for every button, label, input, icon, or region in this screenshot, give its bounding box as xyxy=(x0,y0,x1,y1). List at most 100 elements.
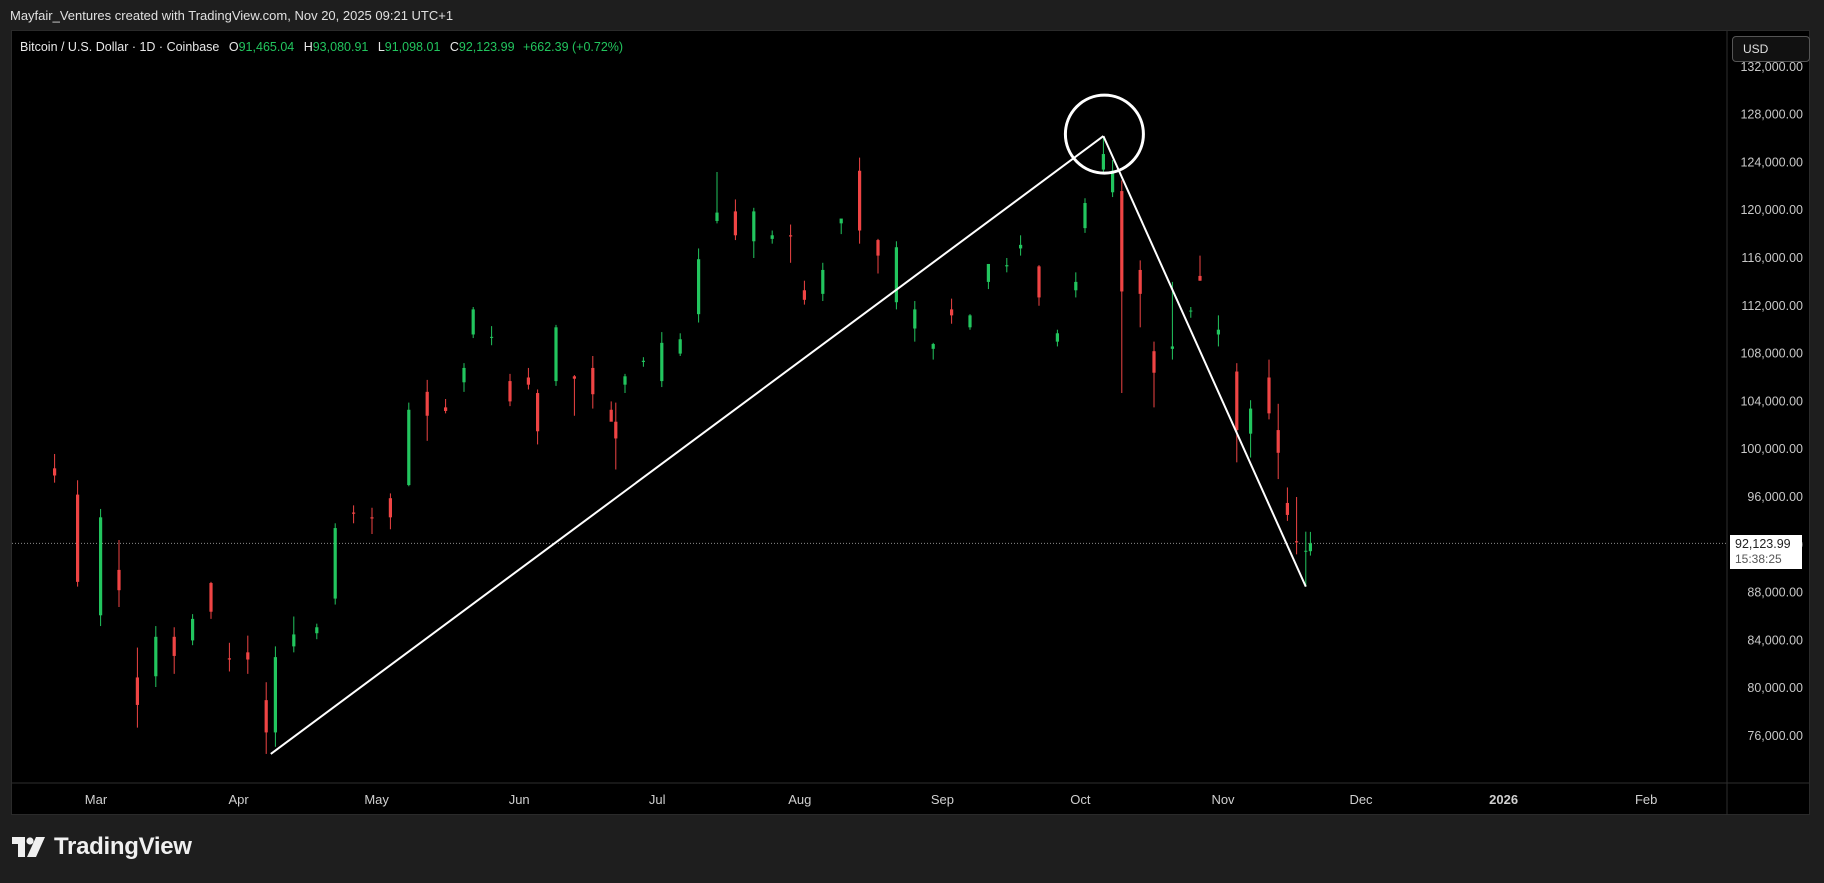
y-tick-label: 84,000.00 xyxy=(1747,633,1803,647)
candle-body xyxy=(876,240,880,256)
candle xyxy=(876,238,880,274)
y-tick-label: 112,000.00 xyxy=(1741,299,1803,313)
candle xyxy=(1005,258,1009,273)
candle xyxy=(471,306,475,339)
candle xyxy=(733,199,737,241)
candle xyxy=(986,263,990,290)
candle xyxy=(1285,487,1289,521)
time-axis: Mar Apr May Jun Jul Aug Sep Oct Nov Dec 2026 Feb xyxy=(12,782,1809,807)
candle-body xyxy=(1249,408,1253,434)
candle-body xyxy=(227,658,231,660)
candle-body xyxy=(1267,377,1271,414)
candle xyxy=(839,218,843,235)
candle xyxy=(1074,272,1078,298)
candle-body xyxy=(1285,502,1289,515)
candle-body xyxy=(733,211,737,236)
candle-body xyxy=(209,583,213,612)
candle xyxy=(821,262,825,302)
attribution-text: Mayfair_Ventures created with TradingVie… xyxy=(10,8,454,23)
candle-body xyxy=(715,212,719,221)
close-label: C xyxy=(449,40,459,54)
candle-body xyxy=(1189,310,1193,312)
candle-body xyxy=(858,170,862,231)
price-axis: 76,000.0080,000.0084,000.0088,000.0092,0… xyxy=(1726,31,1803,815)
candle-body xyxy=(388,498,392,518)
candle-body xyxy=(802,290,806,300)
currency-button[interactable]: USD xyxy=(1732,36,1810,62)
candle-body xyxy=(1216,329,1220,335)
trend-line[interactable] xyxy=(270,135,1104,755)
candle xyxy=(1295,497,1299,555)
x-tick-label: Dec xyxy=(1349,792,1373,807)
x-tick-label: Mar xyxy=(85,792,108,807)
y-tick-label: 96,000.00 xyxy=(1747,490,1803,504)
candle-body xyxy=(99,517,103,616)
candle-series xyxy=(12,136,1727,754)
candle-body xyxy=(1276,430,1280,453)
candle-body xyxy=(246,652,250,660)
candle-body xyxy=(1152,351,1156,373)
candle-body xyxy=(333,528,337,599)
candle xyxy=(53,453,57,483)
tradingview-logo-text: TradingView xyxy=(54,833,192,860)
y-tick-label: 80,000.00 xyxy=(1747,681,1803,695)
x-tick-label: Apr xyxy=(228,792,249,807)
candle-body xyxy=(614,421,618,439)
y-tick-label: 100,000.00 xyxy=(1740,442,1803,456)
candle-body xyxy=(623,376,627,385)
candle-body xyxy=(53,468,57,476)
candle xyxy=(508,373,512,407)
x-tick-label: 2026 xyxy=(1489,792,1518,807)
candle-body xyxy=(315,627,319,634)
candle-body xyxy=(1019,244,1023,249)
x-tick-label: Aug xyxy=(788,792,811,807)
trend-line[interactable] xyxy=(1102,135,1307,588)
chart-panel[interactable] xyxy=(11,30,1810,815)
candle xyxy=(117,540,121,607)
candle xyxy=(678,333,682,356)
high-label: H xyxy=(303,40,313,54)
candle xyxy=(752,207,756,258)
candle xyxy=(1276,403,1280,480)
highlight-circle[interactable] xyxy=(1063,93,1145,175)
candle-body xyxy=(117,569,121,591)
candle xyxy=(623,373,627,394)
candle xyxy=(1138,260,1142,328)
candle xyxy=(1189,306,1193,318)
candle-body xyxy=(1308,543,1312,552)
candle xyxy=(1120,180,1124,394)
candle-body xyxy=(352,512,356,514)
candle xyxy=(614,402,618,470)
candle xyxy=(407,402,411,487)
candle-body xyxy=(913,309,917,329)
y-tick-label: 120,000.00 xyxy=(1740,203,1803,217)
candle xyxy=(1055,329,1059,347)
candle xyxy=(591,355,595,409)
candle-body xyxy=(1304,550,1308,552)
candle xyxy=(135,647,139,728)
tradingview-logo[interactable]: TradingView xyxy=(12,833,192,861)
candle xyxy=(536,389,540,445)
candle-body xyxy=(191,618,195,641)
candle-body xyxy=(697,259,701,315)
candle xyxy=(1111,160,1115,198)
candle-body xyxy=(1295,541,1299,543)
candle-body xyxy=(1074,281,1078,291)
candle-body xyxy=(76,494,80,582)
candle xyxy=(292,616,296,653)
candle-body xyxy=(444,407,448,411)
y-tick-label: 132,000.00 xyxy=(1740,60,1803,74)
candle-body xyxy=(273,657,277,733)
candle-body xyxy=(172,636,176,656)
candle xyxy=(789,224,793,263)
candle-body xyxy=(591,367,595,395)
candle xyxy=(931,342,935,360)
candle xyxy=(154,626,158,688)
x-tick-label: Sep xyxy=(931,792,954,807)
candle xyxy=(1198,255,1202,281)
candle-body xyxy=(1005,265,1009,267)
candle xyxy=(1037,265,1041,306)
candle xyxy=(315,623,319,640)
candle xyxy=(715,171,719,224)
